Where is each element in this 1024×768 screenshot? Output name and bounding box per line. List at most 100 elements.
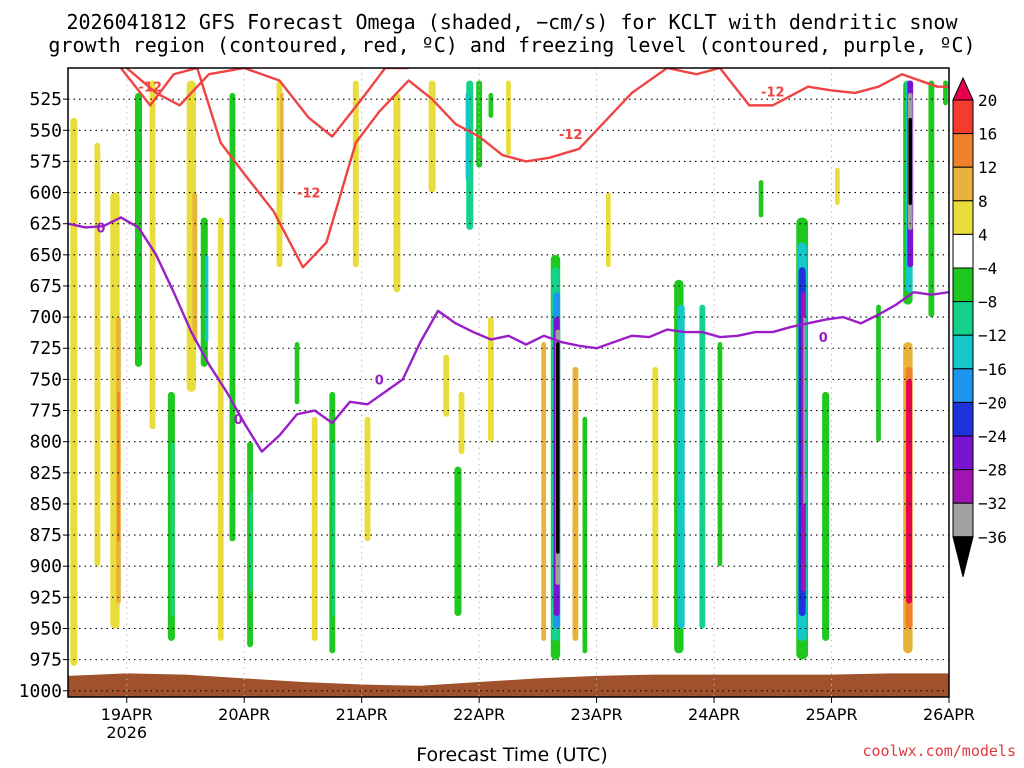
omega-cell [332,441,335,617]
x-tick-label: 23APR [571,705,623,724]
y-tick-label: 750 [29,369,62,390]
plot-frame [67,67,950,698]
colorbar-swatch [952,233,974,269]
omega-cell [699,304,706,629]
colorbar-swatch [952,267,974,303]
colorbar-tick-label: −20 [978,393,1007,412]
colorbar-bottom-arrow [952,536,974,577]
colorbar-tick-label: 12 [978,158,997,177]
x-year-label: 2026 [106,723,147,742]
y-tick-label: 950 [29,618,62,639]
contour-line [68,216,949,453]
omega-cell [677,304,685,629]
y-tick-label: 1000 [19,681,62,702]
x-tick-label: 22APR [453,705,505,724]
contour-label: -12 [559,128,583,143]
omega-cell [803,317,806,504]
omega-cell [556,342,560,554]
contour-label: 0 [819,331,828,346]
colorbar-tick-label: −8 [978,293,997,312]
colorbar-tick-label: 20 [978,91,997,110]
omega-cell [170,441,175,617]
y-tick-label: 800 [29,432,62,453]
x-axis-title: Forecast Time (UTC) [416,744,608,766]
omega-cell [758,180,764,218]
colorbar-tick-label: −16 [978,360,1007,379]
colorbar-swatch [952,334,974,370]
y-tick-label: 700 [29,307,62,328]
x-tick-label: 21APR [336,705,388,724]
x-tick-label: 20APR [218,705,270,724]
terrain-fill [68,673,949,697]
omega-cell [506,80,511,156]
colorbar-top-arrow [952,76,974,101]
y-tick-label: 675 [29,276,62,297]
omega-cell [458,391,465,455]
colorbar-tick-label: −12 [978,326,1007,345]
y-tick-label: 875 [29,525,62,546]
omega-cell [582,416,588,654]
omega-cell [149,80,156,430]
y-tick-label: 900 [29,556,62,577]
y-tick-label: 650 [29,245,62,266]
omega-cell [822,391,830,641]
omega-cell [311,416,318,641]
colorbar-swatch [952,166,974,202]
y-tick-label: 925 [29,587,62,608]
omega-cell [393,92,401,293]
colorbar-tick-label: 8 [978,192,988,211]
y-tick-label: 775 [29,401,62,422]
colorbar-tick-label: −32 [978,494,1007,513]
colorbar-swatch [952,133,974,168]
chart-title-line-1: 2026041812 GFS Forecast Omega (shaded, −… [66,10,958,34]
omega-cell [652,366,659,629]
y-tick-label: 525 [29,89,62,110]
y-tick-label: 825 [29,463,62,484]
colorbar-tick-label: 16 [978,125,997,144]
omega-cell [541,342,547,641]
y-tick-label: 975 [29,650,62,671]
omega-cell [217,217,224,641]
colorbar-swatch [952,99,974,135]
contour-line [125,68,409,138]
contour-label: 0 [375,373,384,388]
omega-cell [70,117,78,666]
omega-cell [352,80,359,268]
omega-cell [943,80,948,106]
y-tick-label: 725 [29,338,62,359]
colorbar-tick-label: −36 [978,528,1007,547]
omega-cell [717,342,723,567]
omega-cell [229,92,236,542]
colorbar-swatch [952,301,974,336]
x-tick-label: 19APR [101,705,153,724]
omega-cell [192,192,198,343]
colorbar-swatch [952,469,974,504]
omega-cell [928,80,935,318]
chart-title-line-2: growth region (contoured, red, ºC) and f… [48,33,976,57]
colorbar-swatch [952,502,974,538]
omega-cell [428,80,436,193]
omega-cell [94,142,101,567]
colorbar-swatch [952,435,974,471]
y-tick-label: 600 [29,183,62,204]
colorbar-tick-label: 4 [978,225,988,244]
omega-cell [364,416,371,542]
y-tick-label: 850 [29,494,62,515]
omega-cell [605,192,611,268]
watermark: coolwx.com/models [862,742,1016,760]
colorbar-swatch [952,368,974,403]
y-tick-label: 575 [29,151,62,172]
omega-cell [443,354,450,417]
omega-cell [465,92,470,181]
omega-cell [250,491,253,592]
omega-cell [906,379,912,604]
omega-cell [835,167,840,206]
omega-cell [294,342,300,405]
contour-label: -12 [761,86,785,101]
contour-label: 0 [234,413,243,428]
omega-cell [280,92,284,193]
colorbar-tick-label: −4 [978,259,997,278]
contour-label: -12 [297,187,321,202]
y-tick-label: 550 [29,120,62,141]
